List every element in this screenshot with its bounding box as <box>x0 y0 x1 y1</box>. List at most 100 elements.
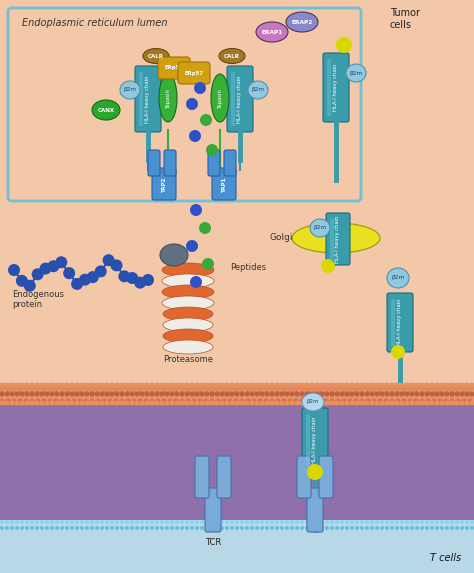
Circle shape <box>101 391 107 395</box>
Circle shape <box>225 520 229 524</box>
Circle shape <box>280 520 284 524</box>
Text: HLA-I heavy chain: HLA-I heavy chain <box>237 75 243 123</box>
Bar <box>0 520 474 573</box>
Circle shape <box>162 398 166 403</box>
Circle shape <box>255 520 259 524</box>
Circle shape <box>255 401 259 406</box>
Bar <box>0 383 474 405</box>
Circle shape <box>246 391 250 395</box>
Ellipse shape <box>143 49 169 64</box>
Circle shape <box>325 526 329 530</box>
Circle shape <box>102 254 115 266</box>
Circle shape <box>84 401 90 406</box>
Circle shape <box>329 391 335 395</box>
Circle shape <box>250 526 254 530</box>
Circle shape <box>380 401 384 406</box>
Circle shape <box>419 398 425 403</box>
Text: β2m: β2m <box>349 70 363 76</box>
Circle shape <box>300 391 304 395</box>
Text: T cells: T cells <box>430 553 461 563</box>
Circle shape <box>25 401 29 406</box>
Circle shape <box>9 391 15 397</box>
Circle shape <box>335 391 339 397</box>
Circle shape <box>110 520 114 524</box>
Circle shape <box>79 274 91 286</box>
Circle shape <box>460 520 464 524</box>
Circle shape <box>39 383 45 387</box>
Circle shape <box>49 383 55 387</box>
Circle shape <box>270 401 274 406</box>
Circle shape <box>131 391 137 395</box>
Circle shape <box>119 391 125 397</box>
Circle shape <box>185 398 191 403</box>
Circle shape <box>125 401 129 406</box>
Circle shape <box>60 401 64 406</box>
Circle shape <box>290 383 294 387</box>
Circle shape <box>445 526 449 530</box>
Circle shape <box>440 520 444 524</box>
Circle shape <box>210 398 215 403</box>
Circle shape <box>194 401 200 406</box>
Circle shape <box>245 520 249 524</box>
Circle shape <box>19 401 25 406</box>
Circle shape <box>215 526 219 530</box>
Circle shape <box>60 520 64 524</box>
Circle shape <box>404 383 410 387</box>
Circle shape <box>118 270 130 282</box>
Circle shape <box>225 391 229 397</box>
Circle shape <box>11 391 17 395</box>
Circle shape <box>194 82 206 94</box>
Circle shape <box>384 383 390 387</box>
Circle shape <box>174 383 180 387</box>
Circle shape <box>419 383 425 387</box>
Ellipse shape <box>302 393 324 411</box>
Text: Tapasin: Tapasin <box>218 88 222 108</box>
Circle shape <box>234 391 238 395</box>
Circle shape <box>135 391 139 397</box>
Circle shape <box>410 391 414 397</box>
Circle shape <box>24 391 28 395</box>
Circle shape <box>275 526 279 530</box>
Circle shape <box>78 391 82 395</box>
Circle shape <box>105 520 109 524</box>
Circle shape <box>18 391 22 395</box>
Circle shape <box>355 383 359 387</box>
Text: ERAP2: ERAP2 <box>292 19 313 25</box>
Circle shape <box>340 526 344 530</box>
Circle shape <box>270 520 274 524</box>
Circle shape <box>170 383 174 387</box>
Circle shape <box>95 526 99 530</box>
Circle shape <box>150 526 154 530</box>
Circle shape <box>321 259 335 273</box>
Circle shape <box>349 401 355 406</box>
Text: Endoplasmic reticulum lumen: Endoplasmic reticulum lumen <box>22 18 167 28</box>
FancyBboxPatch shape <box>323 53 349 122</box>
Circle shape <box>20 526 24 530</box>
Circle shape <box>25 520 29 524</box>
Circle shape <box>95 398 100 403</box>
Circle shape <box>339 383 345 387</box>
FancyBboxPatch shape <box>319 456 333 498</box>
Circle shape <box>71 278 83 290</box>
Circle shape <box>374 391 380 397</box>
Circle shape <box>465 401 470 406</box>
Circle shape <box>295 526 299 530</box>
Circle shape <box>100 526 104 530</box>
Circle shape <box>70 383 74 387</box>
Ellipse shape <box>256 22 288 42</box>
Circle shape <box>383 398 389 403</box>
Circle shape <box>94 391 100 397</box>
Circle shape <box>426 391 430 395</box>
Circle shape <box>135 401 139 406</box>
Circle shape <box>109 391 115 397</box>
Circle shape <box>180 391 184 397</box>
Circle shape <box>126 272 138 284</box>
Circle shape <box>203 398 209 403</box>
Circle shape <box>24 398 28 403</box>
Circle shape <box>430 526 434 530</box>
Circle shape <box>335 520 339 524</box>
Circle shape <box>319 383 325 387</box>
Circle shape <box>459 383 465 387</box>
Circle shape <box>45 383 49 387</box>
Text: HLA-I heavy chain: HLA-I heavy chain <box>334 64 338 111</box>
